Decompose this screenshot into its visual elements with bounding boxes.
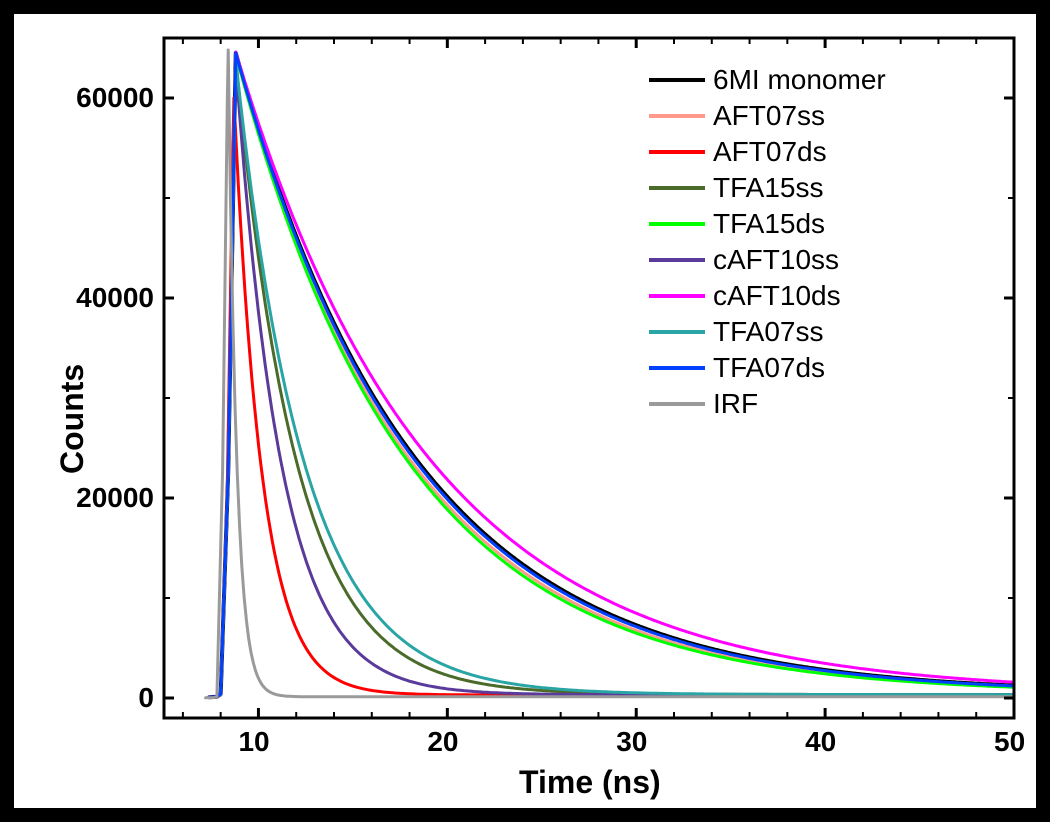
legend-swatch [649, 294, 705, 298]
legend-swatch [649, 330, 705, 334]
legend-label: TFA07ds [713, 354, 825, 382]
ytick-label: 40000 [76, 282, 154, 314]
xtick-label: 10 [238, 726, 269, 758]
legend-row: 6MI monomer [649, 62, 886, 98]
legend-label: TFA15ss [713, 174, 823, 202]
ytick-label: 60000 [76, 82, 154, 114]
chart-frame: Counts Time (ns) 1020304050 020000400006… [0, 0, 1050, 822]
series-6 [209, 52, 1013, 697]
legend-row: TFA07ss [649, 314, 886, 350]
legend-label: cAFT10ss [713, 246, 839, 274]
legend-swatch [649, 114, 705, 118]
legend-label: TFA07ss [713, 318, 823, 346]
legend-row: TFA15ss [649, 170, 886, 206]
legend-row: cAFT10ds [649, 278, 886, 314]
xtick-label: 20 [427, 726, 458, 758]
legend-swatch [649, 186, 705, 190]
legend-label: cAFT10ds [713, 282, 841, 310]
legend-label: TFA15ds [713, 210, 825, 238]
ytick-label: 0 [138, 682, 154, 714]
legend-swatch [649, 78, 705, 82]
legend-row: TFA15ds [649, 206, 886, 242]
legend-row: AFT07ds [649, 134, 886, 170]
legend: 6MI monomer AFT07ss AFT07ds TFA15ss TFA15ds c… [649, 62, 886, 422]
legend-label: IRF [713, 390, 758, 418]
series-group [206, 50, 1014, 698]
xtick-label: 30 [616, 726, 647, 758]
legend-label: 6MI monomer [713, 66, 886, 94]
legend-label: AFT07ss [713, 102, 825, 130]
legend-swatch [649, 222, 705, 226]
xtick-label: 50 [994, 726, 1025, 758]
legend-row: IRF [649, 386, 886, 422]
ytick-label: 20000 [76, 482, 154, 514]
series-2 [209, 98, 1013, 697]
legend-swatch [649, 366, 705, 370]
legend-row: cAFT10ss [649, 242, 886, 278]
legend-swatch [649, 258, 705, 262]
legend-swatch [649, 402, 705, 406]
legend-label: AFT07ds [713, 138, 827, 166]
legend-swatch [649, 150, 705, 154]
xtick-label: 40 [805, 726, 836, 758]
legend-row: AFT07ss [649, 98, 886, 134]
legend-row: TFA07ds [649, 350, 886, 386]
